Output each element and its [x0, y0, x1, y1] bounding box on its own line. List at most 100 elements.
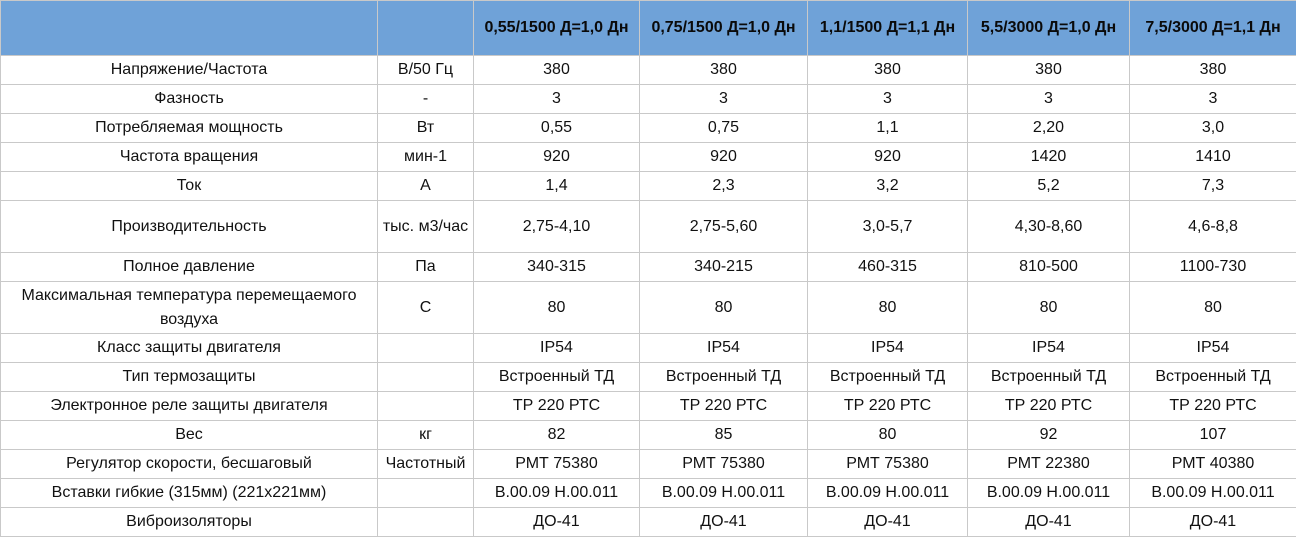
header-model-1: 0,75/1500 Д=1,0 Дн — [639, 0, 808, 56]
header-model-0: 0,55/1500 Д=1,0 Дн — [473, 0, 640, 56]
value-cell: РМТ 75380 — [473, 449, 640, 479]
table-row: Виброизоляторы ДО-41 ДО-41 ДО-41 ДО-41 ДО-41 — [0, 507, 1296, 537]
header-param-cell — [0, 0, 378, 56]
parameter-name-cell: Виброизоляторы — [0, 507, 378, 537]
unit-cell: В/50 Гц — [377, 55, 474, 85]
parameter-name-cell: Вставки гибкие (315мм) (221х221мм) — [0, 478, 378, 508]
table-row: Класс защиты двигателя IP54 IP54 IP54 IP54 IP… — [0, 333, 1296, 363]
table-header: 0,55/1500 Д=1,0 Дн 0,75/1500 Д=1,0 Дн 1,… — [0, 0, 1296, 56]
value-cell: 1410 — [1129, 142, 1296, 172]
value-cell: IP54 — [473, 333, 640, 363]
header-unit-cell — [377, 0, 474, 56]
unit-cell: мин-1 — [377, 142, 474, 172]
value-cell: 3 — [639, 84, 808, 114]
value-cell: 80 — [967, 281, 1130, 334]
value-cell: 3,0 — [1129, 113, 1296, 143]
table-row: Вес кг 82 85 80 92 107 — [0, 420, 1296, 450]
value-cell: 5,2 — [967, 171, 1130, 201]
value-cell: ДО-41 — [473, 507, 640, 537]
value-cell: 2,75-5,60 — [639, 200, 808, 253]
value-cell: 82 — [473, 420, 640, 450]
value-cell: 380 — [1129, 55, 1296, 85]
table-row: Максимальная температура перемещаемого в… — [0, 281, 1296, 334]
value-cell: 3 — [807, 84, 968, 114]
value-cell: ТР 220 РТС — [639, 391, 808, 421]
value-cell: В.00.09 Н.00.011 — [639, 478, 808, 508]
value-cell: РМТ 40380 — [1129, 449, 1296, 479]
value-cell: 920 — [473, 142, 640, 172]
value-cell: 380 — [473, 55, 640, 85]
value-cell: 7,3 — [1129, 171, 1296, 201]
table-row: Производительность тыс. м3/час 2,75-4,10 2,… — [0, 200, 1296, 253]
header-row: 0,55/1500 Д=1,0 Дн 0,75/1500 Д=1,0 Дн 1,… — [0, 0, 1296, 56]
table-row: Вставки гибкие (315мм) (221х221мм) В.00.0… — [0, 478, 1296, 508]
value-cell: В.00.09 Н.00.011 — [1129, 478, 1296, 508]
parameter-name-cell: Регулятор скорости, бесшаговый — [0, 449, 378, 479]
value-cell: ДО-41 — [807, 507, 968, 537]
value-cell: 4,30-8,60 — [967, 200, 1130, 253]
table-row: Потребляемая мощность Вт 0,55 0,75 1,1 2,20 3,… — [0, 113, 1296, 143]
table-row: Напряжение/Частота В/50 Гц 380 380 380 380 380 — [0, 55, 1296, 85]
value-cell: 2,75-4,10 — [473, 200, 640, 253]
unit-cell: С — [377, 281, 474, 334]
value-cell: ТР 220 РТС — [807, 391, 968, 421]
value-cell: ТР 220 РТС — [967, 391, 1130, 421]
table-row: Полное давление Па 340-315 340-215 460-315 81… — [0, 252, 1296, 282]
value-cell: Встроенный ТД — [1129, 362, 1296, 392]
value-cell: Встроенный ТД — [473, 362, 640, 392]
parameter-name-cell: Полное давление — [0, 252, 378, 282]
value-cell: ДО-41 — [1129, 507, 1296, 537]
value-cell: ТР 220 РТС — [1129, 391, 1296, 421]
table-row: Электронное реле защиты двигателя ТР 220 … — [0, 391, 1296, 421]
parameter-name-cell: Напряжение/Частота — [0, 55, 378, 85]
value-cell: 1420 — [967, 142, 1130, 172]
value-cell: 85 — [639, 420, 808, 450]
value-cell: 80 — [1129, 281, 1296, 334]
parameter-name-cell: Частота вращения — [0, 142, 378, 172]
value-cell: 2,20 — [967, 113, 1130, 143]
parameter-name-cell: Ток — [0, 171, 378, 201]
parameter-name-cell: Потребляемая мощность — [0, 113, 378, 143]
table-row: Ток А 1,4 2,3 3,2 5,2 7,3 — [0, 171, 1296, 201]
value-cell: 380 — [967, 55, 1130, 85]
value-cell: РМТ 75380 — [807, 449, 968, 479]
value-cell: 0,55 — [473, 113, 640, 143]
value-cell: 1,4 — [473, 171, 640, 201]
header-model-3: 5,5/3000 Д=1,0 Дн — [967, 0, 1130, 56]
value-cell: 340-215 — [639, 252, 808, 282]
unit-cell: Частотный — [377, 449, 474, 479]
table-row: Частота вращения мин-1 920 920 920 1420 1410 — [0, 142, 1296, 172]
unit-cell: кг — [377, 420, 474, 450]
unit-cell: Па — [377, 252, 474, 282]
header-model-4: 7,5/3000 Д=1,1 Дн — [1129, 0, 1296, 56]
parameter-name-cell: Фазность — [0, 84, 378, 114]
unit-cell: - — [377, 84, 474, 114]
parameter-name-cell: Производительность — [0, 200, 378, 253]
value-cell: РМТ 75380 — [639, 449, 808, 479]
value-cell: РМТ 22380 — [967, 449, 1130, 479]
table-row: Регулятор скорости, бесшаговый Частотный Р… — [0, 449, 1296, 479]
value-cell: В.00.09 Н.00.011 — [807, 478, 968, 508]
value-cell: 3,0-5,7 — [807, 200, 968, 253]
unit-cell — [377, 362, 474, 392]
value-cell: 380 — [639, 55, 808, 85]
value-cell: 3,2 — [807, 171, 968, 201]
value-cell: 80 — [473, 281, 640, 334]
parameter-name-cell: Вес — [0, 420, 378, 450]
unit-cell — [377, 507, 474, 537]
parameter-name-cell: Тип термозащиты — [0, 362, 378, 392]
value-cell: IP54 — [807, 333, 968, 363]
value-cell: 340-315 — [473, 252, 640, 282]
value-cell: 4,6-8,8 — [1129, 200, 1296, 253]
value-cell: 460-315 — [807, 252, 968, 282]
value-cell: Встроенный ТД — [639, 362, 808, 392]
unit-cell: А — [377, 171, 474, 201]
value-cell: 920 — [807, 142, 968, 172]
value-cell: IP54 — [639, 333, 808, 363]
value-cell: 920 — [639, 142, 808, 172]
header-model-2: 1,1/1500 Д=1,1 Дн — [807, 0, 968, 56]
value-cell: ДО-41 — [639, 507, 808, 537]
value-cell: Встроенный ТД — [807, 362, 968, 392]
value-cell: IP54 — [967, 333, 1130, 363]
